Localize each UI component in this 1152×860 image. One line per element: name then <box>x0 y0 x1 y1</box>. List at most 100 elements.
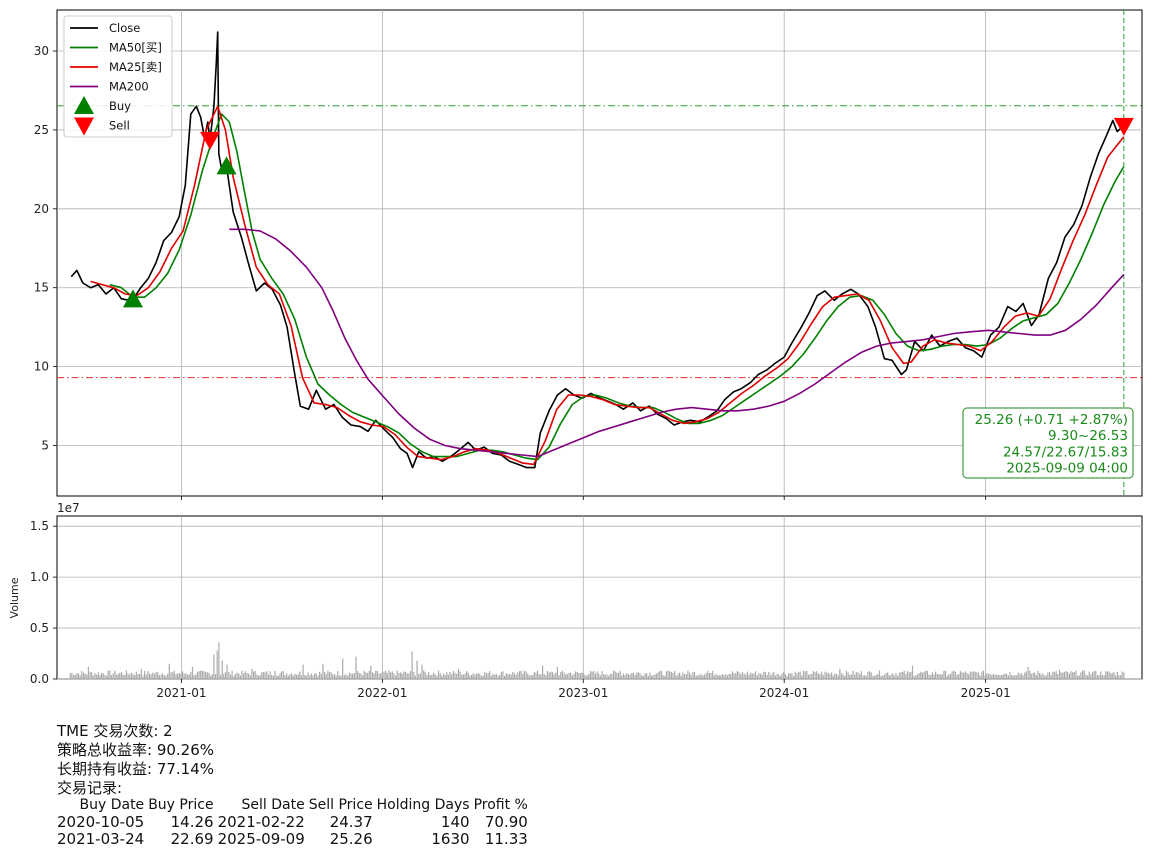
volume-bar <box>1093 670 1095 679</box>
volume-bar <box>375 670 377 679</box>
legend-entry: MA200 <box>109 80 149 94</box>
volume-bar <box>586 675 588 679</box>
volume-y-tick-label: 0.5 <box>30 621 49 635</box>
volume-bar <box>543 674 545 679</box>
volume-bar <box>424 672 426 679</box>
volume-bar <box>162 673 164 679</box>
volume-bar <box>404 671 407 679</box>
volume-bar <box>910 672 912 679</box>
volume-bar <box>708 673 710 679</box>
volume-bar <box>305 675 307 679</box>
volume-bar <box>703 674 705 679</box>
volume-bar <box>611 674 613 679</box>
volume-bar <box>793 675 795 679</box>
price-y-tick-label: 25 <box>34 123 49 137</box>
info-box-frame <box>962 407 1134 479</box>
volume-bar <box>480 675 483 679</box>
volume-bar <box>801 675 803 679</box>
volume-bar <box>332 674 334 679</box>
volume-bar <box>246 672 248 679</box>
volume-bar <box>844 675 846 679</box>
volume-bar <box>342 658 344 679</box>
volume-bar <box>1029 670 1031 679</box>
volume-bar <box>1027 666 1029 679</box>
volume-bar <box>309 675 311 679</box>
header-buy-price: Buy Price <box>148 797 214 813</box>
volume-bar <box>956 674 958 679</box>
volume-bar <box>203 671 205 679</box>
volume-bar <box>540 674 542 679</box>
volume-bar <box>1077 675 1079 679</box>
volume-bar <box>946 675 948 679</box>
volume-bar <box>779 675 781 679</box>
volume-bar <box>436 675 438 679</box>
volume-bar <box>1042 673 1044 679</box>
volume-bar <box>726 675 729 679</box>
volume-bar <box>314 673 316 679</box>
volume-bar <box>1011 675 1013 679</box>
volume-bar <box>1103 675 1105 679</box>
volume-bar <box>451 674 453 679</box>
header-sell-date: Sell Date <box>241 797 305 813</box>
volume-bar <box>712 670 714 679</box>
volume-bar <box>682 672 684 679</box>
volume-bar <box>1060 672 1062 679</box>
volume-bar <box>370 665 372 679</box>
volume-bar <box>409 671 412 679</box>
volume-bar <box>794 671 796 679</box>
volume-bar <box>419 673 421 679</box>
volume-bar <box>365 672 367 679</box>
volume-bar <box>738 672 740 679</box>
volume-bar <box>923 671 925 679</box>
volume-bar <box>1116 671 1118 679</box>
volume-bar <box>188 674 190 679</box>
volume-bar <box>748 674 750 679</box>
volume-bar <box>102 673 104 679</box>
volume-bar <box>152 672 154 679</box>
volume-bar <box>228 671 230 679</box>
volume-bar <box>583 673 585 679</box>
volume-bar <box>954 671 956 679</box>
volume-bar <box>82 672 85 679</box>
volume-bar <box>837 675 839 679</box>
volume-bar <box>79 675 81 679</box>
volume-bar <box>974 671 976 679</box>
volume-bar <box>525 671 527 679</box>
volume-bar <box>401 673 403 679</box>
volume-bar <box>624 675 626 679</box>
volume-bar <box>1015 675 1018 679</box>
x-tick-label: 2021-01 <box>156 686 206 700</box>
volume-bar <box>429 675 431 679</box>
price-y-tick-label: 5 <box>41 439 49 453</box>
volume-bar <box>824 671 826 679</box>
volume-bar <box>634 674 636 679</box>
volume-bar <box>617 673 620 679</box>
volume-bar <box>621 675 623 679</box>
volume-bar <box>750 672 752 679</box>
volume-bar <box>589 670 592 679</box>
volume-bar <box>1053 672 1056 679</box>
volume-bar <box>281 671 283 679</box>
volume-bar <box>148 673 151 679</box>
volume-bar <box>229 674 232 679</box>
buy-hold-return: 长期持有收益: 77.14% <box>57 760 215 778</box>
volume-bar <box>512 671 514 679</box>
volume-bar <box>566 674 568 679</box>
volume-bar <box>434 674 436 679</box>
sell-marker <box>200 131 221 150</box>
volume-bar <box>1095 670 1097 679</box>
volume-bar <box>1113 672 1115 679</box>
volume-bar <box>944 670 947 679</box>
volume-bar <box>1067 672 1069 679</box>
trade-table-header: Buy Date Buy Price Sell Date Sell Price … <box>57 797 532 814</box>
volume-bar <box>674 670 676 679</box>
volume-bar <box>294 674 296 679</box>
volume-bar <box>157 672 159 679</box>
trade-records-label: 交易记录: <box>57 779 123 797</box>
volume-bar <box>814 672 816 679</box>
volume-bar <box>178 673 180 679</box>
header-profit: Profit % <box>473 797 528 813</box>
volume-bar <box>852 670 854 679</box>
volume-bar <box>366 673 369 679</box>
volume-bar <box>328 672 331 679</box>
